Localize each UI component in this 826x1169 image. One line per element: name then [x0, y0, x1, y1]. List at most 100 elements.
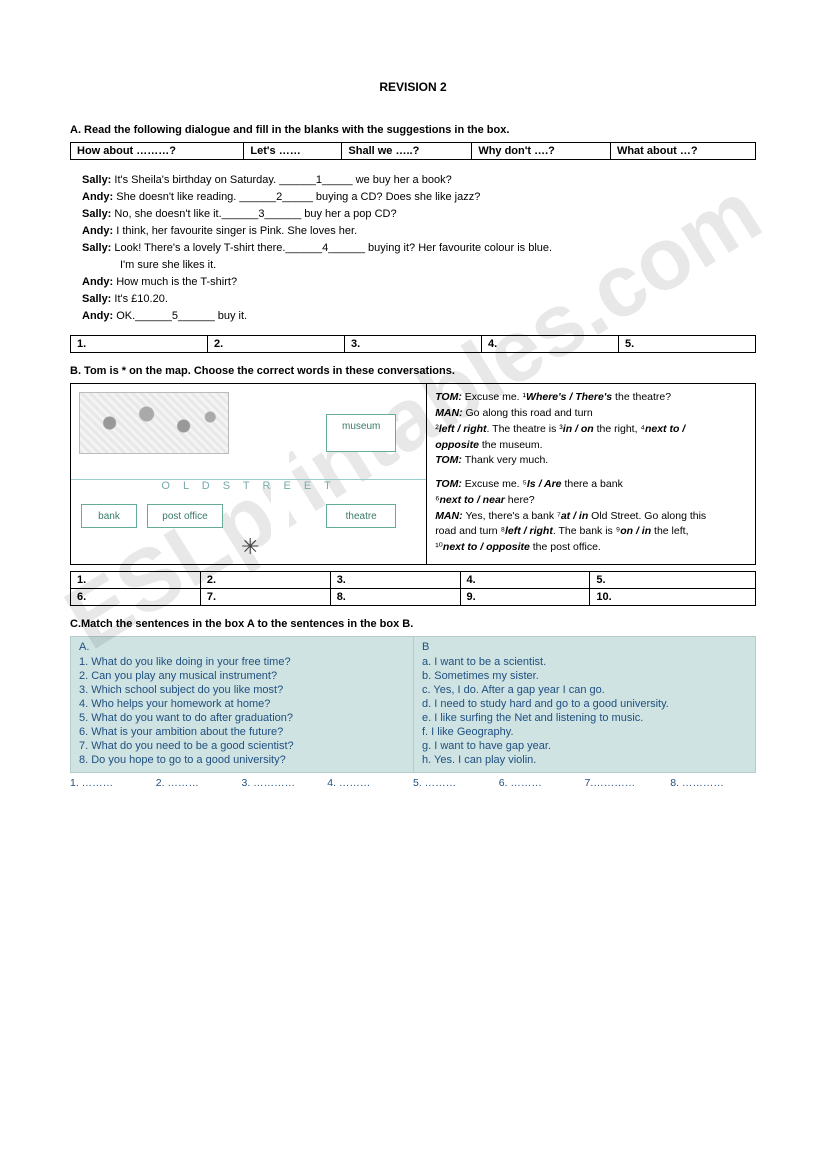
building-post-office: post office	[147, 504, 223, 528]
section-a-heading: A. Read the following dialogue and fill …	[70, 124, 756, 136]
section-b-heading: B. Tom is * on the map. Choose the corre…	[70, 365, 756, 377]
speaker-label: TOM:	[435, 391, 465, 403]
match-item-a: 3. Which school subject do you like most…	[79, 684, 405, 696]
choice-option: at / in	[561, 510, 588, 522]
dialogue-a: Sally: It's Sheila's birthday on Saturda…	[82, 172, 756, 325]
dialogue-text: She doesn't like reading. ______2_____ b…	[116, 191, 480, 203]
match-answer-slot[interactable]: 5. ………	[413, 777, 499, 789]
map-cell: museum O L D S T R E E T bank post offic…	[71, 384, 427, 565]
answer-cell[interactable]: 5.	[619, 336, 756, 353]
match-answer-slot[interactable]: 7.…………	[585, 777, 671, 789]
page-title: REVISION 2	[70, 80, 756, 94]
speaker-label: Sally:	[82, 242, 114, 254]
match-answer-slot[interactable]: 8. …………	[670, 777, 756, 789]
conversation-b: TOM: Excuse me. ¹Where's / There's the t…	[435, 390, 747, 556]
building-museum: museum	[326, 414, 396, 452]
vertical-road	[271, 384, 289, 564]
match-answer-slot[interactable]: 4. ………	[327, 777, 413, 789]
dialogue-text: I'm sure she likes it.	[120, 259, 216, 271]
match-item-b: g. I want to have gap year.	[422, 740, 747, 752]
choice-option: Where's / There's	[526, 391, 612, 403]
answer-cell[interactable]: 2.	[200, 572, 330, 589]
answer-cell[interactable]: 2.	[208, 336, 345, 353]
match-answer-slot[interactable]: 1. ………	[70, 777, 156, 789]
match-answer-slot[interactable]: 6. ………	[499, 777, 585, 789]
tom-star-icon: ✳	[241, 534, 259, 560]
dialogue-text: Look! There's a lovely T-shirt there.___…	[114, 242, 552, 254]
answer-cell[interactable]: 10.	[590, 589, 756, 606]
speaker-label: Andy:	[82, 191, 116, 203]
suggestion-cell: How about ………?	[71, 143, 244, 160]
dialogue-text: It's Sheila's birthday on Saturday. ____…	[114, 174, 451, 186]
answer-cell[interactable]: 1.	[71, 572, 201, 589]
answers-b: 1. 2. 3. 4. 5. 6. 7. 8. 9. 10.	[70, 571, 756, 606]
answer-cell[interactable]: 7.	[200, 589, 330, 606]
choice-option: in / on	[563, 423, 594, 435]
answer-cell[interactable]: 1.	[71, 336, 208, 353]
dialogue-text: How much is the T-shirt?	[116, 276, 237, 288]
conversation-cell: TOM: Excuse me. ¹Where's / There's the t…	[427, 384, 756, 565]
suggestion-cell: Let's ……	[244, 143, 342, 160]
answers-a: 1. 2. 3. 4. 5.	[70, 335, 756, 353]
match-item-b: e. I like surfing the Net and listening …	[422, 712, 747, 724]
answer-cell[interactable]: 9.	[460, 589, 590, 606]
match-item-b: h. Yes. I can play violin.	[422, 754, 747, 766]
match-item-b: f. I like Geography.	[422, 726, 747, 738]
answer-cell[interactable]: 4.	[482, 336, 619, 353]
dialogue-text: It's £10.20.	[114, 293, 167, 305]
worksheet-page: ESLprintables.com REVISION 2 A. Read the…	[0, 0, 826, 829]
building-bank: bank	[81, 504, 137, 528]
match-item-a: 4. Who helps your homework at home?	[79, 698, 405, 710]
match-item-b: d. I need to study hard and go to a good…	[422, 698, 747, 710]
speaker-label: Andy:	[82, 310, 116, 322]
speaker-label: MAN:	[435, 510, 465, 522]
answer-cell[interactable]: 6.	[71, 589, 201, 606]
match-item-b: a. I want to be a scientist.	[422, 656, 747, 668]
match-item-a: 2. Can you play any musical instrument?	[79, 670, 405, 682]
dialogue-text: I think, her favourite singer is Pink. S…	[116, 225, 357, 237]
match-item-a: 8. Do you hope to go to a good universit…	[79, 754, 405, 766]
answer-cell[interactable]: 3.	[345, 336, 482, 353]
section-c-heading: C.Match the sentences in the box A to th…	[70, 618, 756, 630]
park-icon	[79, 392, 229, 454]
match-item-b: b. Sometimes my sister.	[422, 670, 747, 682]
choice-option: left / right	[505, 525, 553, 537]
speaker-label: Sally:	[82, 293, 114, 305]
street-label: O L D S T R E E T	[71, 479, 426, 497]
choice-option: on / in	[620, 525, 651, 537]
choice-option: next to / opposite	[443, 541, 530, 553]
match-col-b: B a. I want to be a scientist. b. Sometim…	[413, 637, 755, 772]
speaker-label: Andy:	[82, 276, 116, 288]
suggestion-cell: Shall we …..?	[342, 143, 472, 160]
suggestion-cell: What about …?	[610, 143, 755, 160]
match-item-a: 1. What do you like doing in your free t…	[79, 656, 405, 668]
building-theatre: theatre	[326, 504, 396, 528]
suggestion-cell: Why don't ….?	[472, 143, 611, 160]
choice-option: next to /	[645, 423, 685, 435]
match-answer-slot[interactable]: 3. …………	[242, 777, 328, 789]
footnote-marker: ¹⁰	[435, 541, 443, 553]
suggestions-table: How about ………? Let's …… Shall we …..? Wh…	[70, 142, 756, 160]
speaker-label: TOM:	[435, 454, 465, 466]
choice-option: Is / Are	[527, 478, 562, 490]
match-item-a: 7. What do you need to be a good scienti…	[79, 740, 405, 752]
answer-cell[interactable]: 3.	[330, 572, 460, 589]
match-item-a: 6. What is your ambition about the futur…	[79, 726, 405, 738]
match-col-a: A. 1. What do you like doing in your fre…	[71, 637, 413, 772]
match-answers-row: 1. ………2. ………3. …………4. ………5. ………6. ………7.……	[70, 777, 756, 789]
match-item-b: c. Yes, I do. After a gap year I can go.	[422, 684, 747, 696]
dialogue-text: OK.______5______ buy it.	[116, 310, 247, 322]
answer-cell[interactable]: 5.	[590, 572, 756, 589]
match-answer-slot[interactable]: 2. ………	[156, 777, 242, 789]
match-box: A. 1. What do you like doing in your fre…	[70, 636, 756, 773]
answer-cell[interactable]: 8.	[330, 589, 460, 606]
speaker-label: Sally:	[82, 174, 114, 186]
col-b-head: B	[422, 641, 747, 653]
match-item-a: 5. What do you want to do after graduati…	[79, 712, 405, 724]
choice-option: next to / near	[440, 494, 505, 506]
speaker-label: Sally:	[82, 208, 114, 220]
map: museum O L D S T R E E T bank post offic…	[71, 384, 426, 564]
dialogue-text: No, she doesn't like it.______3______ bu…	[114, 208, 396, 220]
speaker-label: TOM:	[435, 478, 465, 490]
answer-cell[interactable]: 4.	[460, 572, 590, 589]
